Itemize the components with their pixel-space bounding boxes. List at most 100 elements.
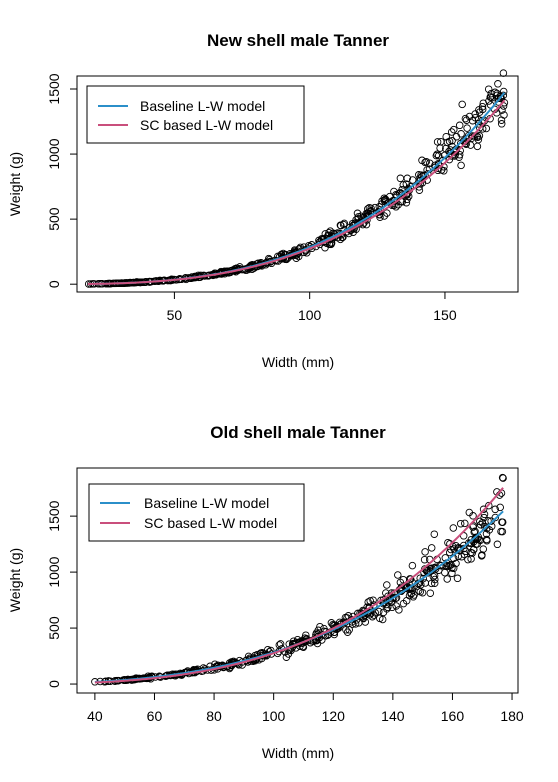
y-tick-label: 0 — [46, 680, 62, 688]
x-tick-label: 100 — [262, 708, 286, 724]
scatter-point — [379, 599, 388, 608]
scatter-point — [402, 198, 411, 207]
scatter-point — [336, 221, 345, 230]
scatter-point — [403, 174, 412, 183]
scatter-point — [380, 212, 389, 220]
scatter-point — [458, 100, 466, 109]
scatter-point — [498, 527, 507, 536]
scatter-point — [448, 152, 456, 160]
scatter-point — [446, 540, 454, 548]
x-axis: 40 60 80 100 120 140 160 180 — [87, 692, 524, 724]
legend-label-baseline: Baseline L-W model — [140, 98, 265, 114]
legend: Baseline L-W model SC based L-W model — [86, 85, 305, 144]
scatter-point — [482, 535, 491, 544]
scatter-point — [462, 116, 471, 124]
x-axis-label: Width (mm) — [262, 745, 334, 761]
scatter-point — [472, 540, 480, 548]
scatter-point — [399, 181, 408, 189]
y-tick-label: 500 — [46, 207, 62, 231]
scatter-point — [461, 519, 469, 528]
scatter-point — [473, 142, 482, 151]
y-axis: 0 500 1000 1500 — [46, 500, 78, 688]
scatter-point — [484, 516, 492, 525]
model-line-sc — [87, 99, 506, 285]
scatter-point — [316, 622, 324, 631]
scatter-point — [402, 191, 411, 200]
scatter-point — [469, 523, 477, 531]
scatter-point — [433, 150, 441, 159]
scatter-point — [452, 132, 461, 141]
scatter-point — [422, 157, 431, 166]
scatter-point — [445, 137, 454, 146]
scatter-point — [369, 596, 377, 604]
scatter-point — [434, 151, 443, 160]
scatter-point — [396, 174, 405, 183]
scatter-point — [465, 508, 474, 517]
scatter-point — [454, 552, 463, 561]
scatter-point — [436, 561, 444, 570]
model-lines — [94, 487, 504, 684]
scatter-point — [497, 116, 506, 124]
scatter-point — [499, 91, 508, 100]
scatter-point — [434, 159, 443, 168]
panel-old-shell: Old shell male Tanner 40 60 80 100 120 140 160… — [7, 423, 524, 761]
y-tick-label: 1000 — [46, 556, 62, 587]
y-tick-label: 500 — [46, 616, 62, 640]
scatter-point — [479, 545, 488, 553]
scatter-point — [459, 541, 468, 550]
scatter-point — [352, 216, 360, 224]
scatter-point — [388, 603, 396, 612]
x-tick-label: 50 — [167, 307, 183, 323]
scatter-point — [462, 140, 470, 148]
scatter-point — [430, 530, 439, 538]
scatter-point — [406, 575, 415, 583]
x-tick-label: 150 — [433, 307, 457, 323]
scatter-point — [415, 171, 423, 179]
scatter-point — [421, 158, 429, 167]
scatter-point — [351, 620, 360, 628]
scatter-point — [478, 551, 486, 559]
scatter-point — [491, 88, 499, 97]
scatter-point — [392, 602, 400, 610]
legend-box — [88, 483, 305, 542]
legend: Baseline L-W model SC based L-W model — [88, 483, 305, 542]
scatter-point — [493, 540, 502, 549]
scatter-point — [457, 161, 465, 170]
scatter-point — [426, 589, 435, 597]
scatter-point — [408, 561, 417, 570]
scatter-point — [496, 503, 504, 512]
scatter-point — [449, 564, 458, 573]
y-tick-label: 1000 — [46, 138, 62, 169]
scatter-point — [487, 89, 495, 98]
panel-new-shell: New shell male Tanner 50 100 150 0 500 1000 1… — [7, 31, 519, 370]
model-lines — [87, 91, 506, 285]
scatter-point — [342, 626, 350, 634]
scatter-point — [433, 138, 442, 146]
x-tick-label: 180 — [500, 708, 524, 724]
scatter-point — [453, 574, 462, 583]
y-tick-label: 1500 — [46, 500, 62, 531]
scatter-point — [499, 474, 507, 482]
scatter-point — [455, 546, 464, 555]
scatter-point — [387, 589, 396, 597]
scatter-point — [467, 535, 476, 544]
y-tick-label: 0 — [46, 280, 62, 288]
scatter-point — [321, 230, 330, 238]
scatter-point — [461, 139, 470, 148]
scatter-point — [432, 151, 441, 160]
scatter-point — [383, 581, 391, 589]
x-tick-label: 100 — [298, 307, 322, 323]
scatter-point — [405, 591, 414, 600]
scatter-point — [344, 612, 353, 620]
scatter-point — [464, 555, 472, 564]
y-axis-label: Weight (g) — [7, 152, 23, 216]
x-axis: 50 100 150 — [167, 291, 457, 323]
scatter-point — [463, 124, 471, 132]
scatter-point — [468, 132, 477, 140]
scatter-point — [427, 544, 436, 552]
chart-title: Old shell male Tanner — [210, 423, 386, 442]
scatter-point — [339, 220, 348, 229]
x-tick-label: 80 — [206, 708, 222, 724]
scatter-point — [447, 545, 455, 554]
